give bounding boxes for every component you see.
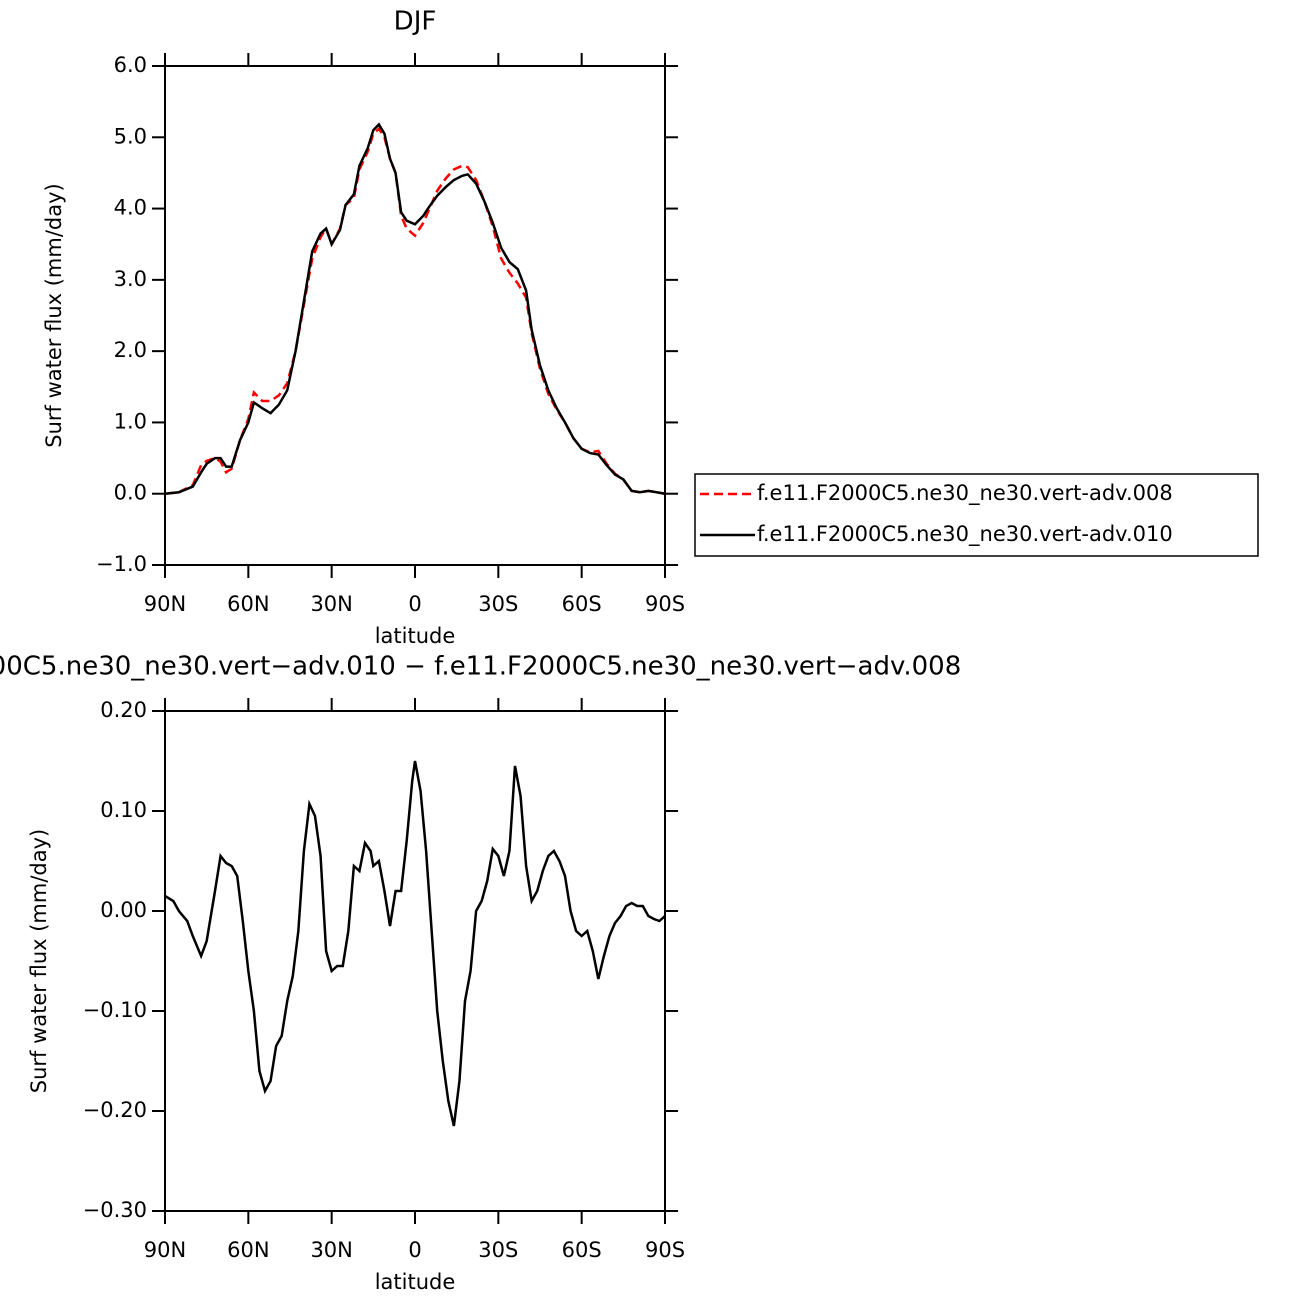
y-tick-label: 0.0	[114, 481, 147, 505]
x-tick-label: 30N	[310, 592, 352, 616]
y-tick-label: −0.10	[83, 998, 147, 1022]
x-tick-label: 90S	[645, 1238, 685, 1262]
x-axis-label: latitude	[375, 1270, 456, 1294]
y-tick-label: 3.0	[114, 267, 147, 291]
x-tick-label: 90N	[144, 592, 186, 616]
plot-frame	[164, 710, 666, 1212]
x-tick-label: 90N	[144, 1238, 186, 1262]
y-tick-label: −1.0	[96, 552, 147, 576]
x-tick-label: 0	[408, 1238, 421, 1262]
x-axis-label: latitude	[375, 624, 456, 648]
x-tick-label: 30S	[478, 592, 518, 616]
chart-title: f.e11.F2000C5.ne30_ne30.vert−adv.010 − f…	[0, 652, 961, 682]
y-tick-label: 0.00	[100, 898, 147, 922]
x-tick-label: 90S	[645, 592, 685, 616]
y-tick-label: 6.0	[114, 53, 147, 77]
x-tick-label: 60N	[227, 592, 269, 616]
y-tick-label: −0.20	[83, 1098, 147, 1122]
x-tick-label: 0	[408, 592, 421, 616]
y-tick-label: 4.0	[114, 196, 147, 220]
x-tick-label: 60S	[562, 1238, 602, 1262]
data-line	[164, 122, 666, 495]
x-tick-label: 30N	[310, 1238, 352, 1262]
legend-label: f.e11.F2000C5.ne30_ne30.vert-adv.008	[757, 481, 1173, 506]
data-line	[164, 760, 666, 1127]
y-tick-label: 0.10	[100, 798, 147, 822]
plot-frame	[164, 65, 666, 566]
chart-title: DJF	[394, 7, 437, 37]
x-tick-label: 60N	[227, 1238, 269, 1262]
y-tick-label: 2.0	[114, 338, 147, 362]
legend-label: f.e11.F2000C5.ne30_ne30.vert-adv.010	[757, 522, 1173, 547]
legend-box	[694, 473, 1259, 557]
y-tick-label: −0.30	[83, 1198, 147, 1222]
y-tick-label: 1.0	[114, 409, 147, 433]
y-tick-label: 5.0	[114, 124, 147, 148]
y-tick-label: 0.20	[100, 698, 147, 722]
x-tick-label: 30S	[478, 1238, 518, 1262]
y-axis-label: Surf water flux (mm/day)	[27, 829, 51, 1094]
y-axis-label: Surf water flux (mm/day)	[42, 183, 66, 448]
x-tick-label: 60S	[562, 592, 602, 616]
